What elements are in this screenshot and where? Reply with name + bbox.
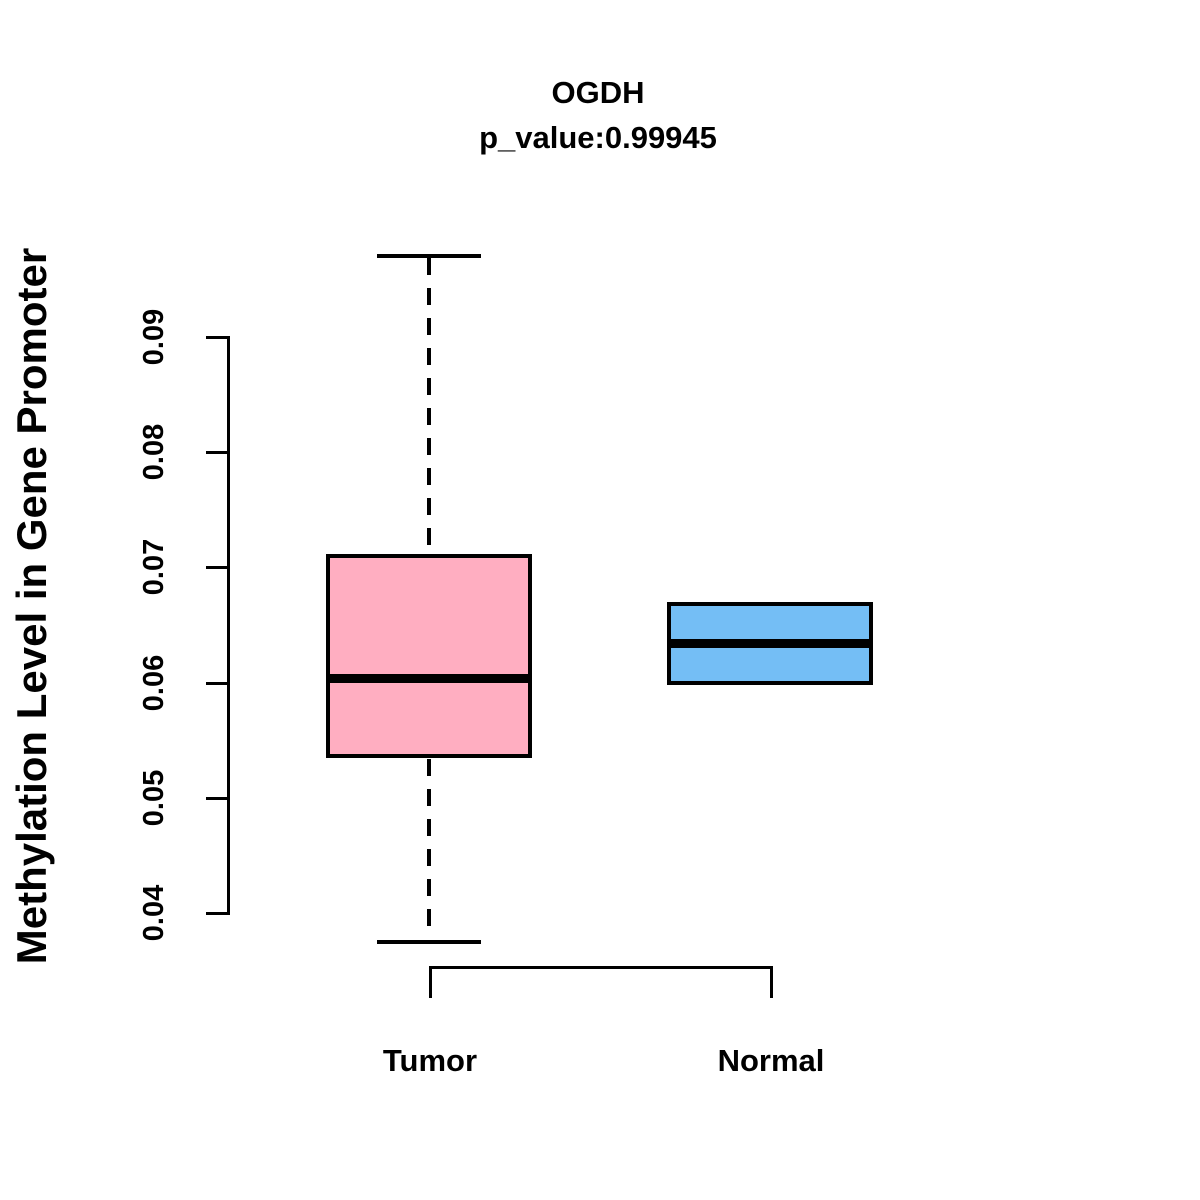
upper-whisker-cap: [377, 254, 481, 258]
x-category-label-tumor: Tumor: [382, 1043, 478, 1078]
y-axis-tick: [206, 912, 230, 915]
y-tick-label: 0.08: [138, 423, 170, 481]
y-axis-tick: [206, 797, 230, 800]
x-axis-bracket-tick-left: [429, 966, 432, 998]
y-axis-tick: [206, 451, 230, 454]
x-axis-bracket: [429, 966, 773, 969]
median-line-normal: [667, 639, 873, 648]
lower-whisker-line: [427, 759, 431, 939]
lower-whisker-cap: [377, 940, 481, 944]
chart-title-block: OGDH p_value:0.99945: [0, 70, 1196, 160]
y-tick-label: 0.05: [138, 769, 170, 827]
y-tick-label: 0.06: [138, 654, 170, 712]
chart-subtitle: p_value:0.99945: [479, 120, 717, 155]
x-axis-bracket-tick-right: [770, 966, 773, 998]
iqr-box-tumor: [326, 554, 532, 758]
median-line-tumor: [326, 674, 532, 683]
x-category-label-normal: Normal: [717, 1043, 825, 1078]
y-tick-label: 0.09: [138, 308, 170, 366]
chart-title: OGDH: [551, 75, 645, 110]
y-axis-tick: [206, 682, 230, 685]
y-axis-tick: [206, 336, 230, 339]
y-axis-tick: [206, 566, 230, 569]
y-tick-label: 0.07: [138, 538, 170, 596]
upper-whisker-line: [427, 258, 431, 553]
y-axis-line: [227, 336, 230, 915]
y-tick-label: 0.04: [138, 884, 170, 942]
